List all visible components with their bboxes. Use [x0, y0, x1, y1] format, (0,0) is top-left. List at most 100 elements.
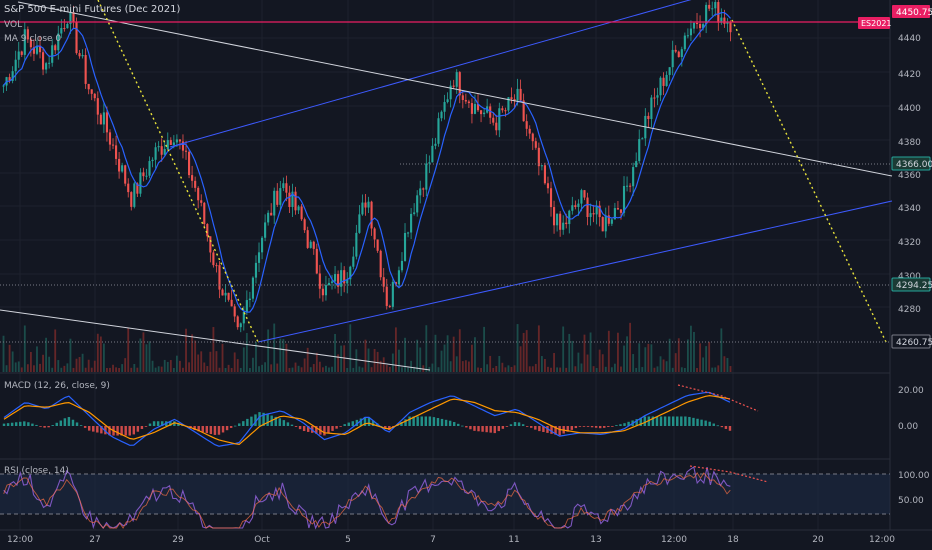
candle-body	[191, 175, 194, 181]
candle-body	[343, 270, 346, 284]
candle-body	[452, 85, 455, 87]
macd-histogram-bar	[538, 426, 541, 432]
volume-bar	[63, 365, 66, 372]
candle-body	[455, 72, 458, 87]
candle-body	[239, 323, 242, 328]
candle-body	[279, 188, 282, 205]
volume-bar	[133, 364, 136, 372]
volume-bar	[209, 351, 212, 372]
macd-histogram-bar	[108, 426, 111, 436]
volume-bar	[39, 363, 41, 372]
volume-bar	[69, 338, 72, 372]
price-tick: 4380	[898, 138, 921, 148]
volume-bar	[467, 361, 470, 372]
macd-histogram-bar	[160, 421, 164, 426]
time-axis[interactable]: 12:00 27 29 Oct 5 7 11 13 12:00 18 20 12…	[7, 535, 895, 545]
volume-bar	[544, 358, 546, 372]
volume-bar	[230, 367, 233, 372]
volume-bar	[507, 365, 510, 372]
white-trendline-upper[interactable]	[17, 1, 893, 177]
candle-body	[692, 22, 696, 29]
volume-indicator-title[interactable]: VOL	[4, 20, 22, 30]
volume-bar	[443, 344, 446, 372]
candle-body	[118, 158, 121, 172]
white-trendline-lower[interactable]	[0, 309, 431, 371]
volume-bar	[288, 367, 291, 372]
volume-bar	[84, 367, 87, 372]
volume-bar	[142, 332, 145, 372]
macd-histogram-bar	[639, 417, 642, 426]
candle-body	[257, 252, 261, 263]
candle-body	[288, 192, 291, 207]
macd-histogram-bar	[31, 423, 34, 426]
volume-bar	[653, 367, 656, 372]
volume-bar	[172, 367, 175, 372]
price-tick: 4420	[898, 70, 921, 80]
volume-bar	[148, 341, 151, 372]
candle-body	[99, 114, 102, 125]
volume-bar	[291, 367, 294, 372]
volume-bar	[425, 325, 428, 372]
volume-bar	[337, 354, 340, 372]
macd-histogram-bar	[485, 426, 488, 433]
volume-bar	[489, 355, 492, 372]
candlesticks[interactable]	[2, 0, 732, 333]
candle-body	[723, 17, 726, 24]
ma-indicator-title[interactable]: MA 9 close 0	[4, 34, 61, 44]
macd-histogram-bar	[651, 416, 655, 426]
volume-bar	[45, 337, 48, 372]
candle-body	[647, 115, 650, 119]
upper-channel-line[interactable]	[169, 0, 732, 148]
candle-body	[406, 232, 410, 234]
macd-histogram-bar	[331, 426, 334, 431]
volume-bar	[258, 366, 260, 372]
candle-body	[443, 102, 446, 112]
volume-bar	[458, 329, 461, 372]
macd-histogram-bar	[43, 426, 46, 428]
macd-histogram-bar	[27, 422, 30, 426]
volume-bar	[398, 349, 400, 372]
candle-body	[276, 190, 279, 205]
candle-body	[635, 161, 638, 168]
volume-bar	[693, 331, 695, 372]
lower-channel-line[interactable]	[257, 200, 893, 343]
volume-bar	[130, 367, 133, 372]
volume-bar	[452, 336, 455, 372]
volume-bar	[617, 332, 619, 372]
macd-histogram-bar	[659, 416, 663, 426]
volume-bar	[124, 358, 127, 372]
candle-body	[218, 265, 221, 290]
macd-histogram-bar	[554, 426, 557, 435]
macd-histogram-bar	[416, 416, 419, 426]
candle-body	[315, 248, 318, 274]
volume-bar	[388, 366, 391, 372]
candle-body	[391, 281, 394, 307]
candle-body	[616, 208, 620, 210]
macd-histogram-bar	[71, 419, 75, 426]
candle-body	[264, 222, 267, 238]
macd-histogram-bar	[201, 426, 204, 433]
rsi-title[interactable]: RSI (close, 14)	[4, 466, 69, 476]
macd-title[interactable]: MACD (12, 26, close, 9)	[4, 381, 110, 391]
price-axis[interactable]: 4440 4420 4400 4380 4360 4340 4320 4300 …	[898, 34, 921, 315]
candle-body	[483, 112, 486, 115]
volume-bar	[385, 364, 388, 372]
volume-bar	[723, 356, 726, 372]
candle-body	[273, 190, 276, 216]
volume-bar	[382, 357, 385, 372]
candle-body	[294, 191, 297, 211]
symbol-title[interactable]: S&P 500 E-mini Futures (Dec 2021)	[4, 4, 180, 15]
macd-histogram-bar	[420, 416, 423, 426]
candle-body	[397, 270, 401, 285]
candle-body	[69, 12, 72, 24]
price-tick: 4400	[898, 104, 921, 114]
volume-bar	[355, 349, 358, 372]
volume-bar	[328, 367, 330, 372]
candle-body	[714, 2, 717, 9]
macd-histogram-bar	[655, 416, 659, 426]
candle-body	[720, 17, 723, 23]
candle-body	[215, 265, 218, 267]
volume-bar	[471, 344, 473, 372]
volume-bar	[598, 349, 601, 372]
